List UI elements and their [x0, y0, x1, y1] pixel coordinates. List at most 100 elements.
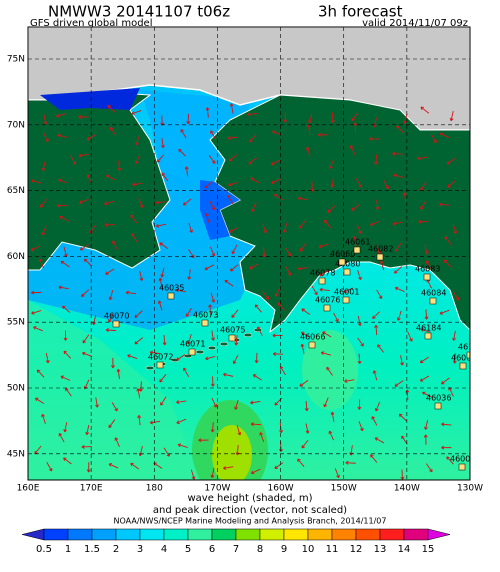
- colorbar-label: 11: [326, 544, 339, 555]
- direction-vector: [178, 148, 187, 157]
- direction-vector: [351, 112, 359, 121]
- direction-vector: [116, 368, 121, 380]
- direction-vector: [95, 397, 99, 408]
- direction-vector: [58, 285, 69, 290]
- colorbar-label: 1: [65, 544, 71, 555]
- direction-vector: [43, 132, 49, 143]
- direction-vector: [299, 242, 307, 252]
- direction-vector: [305, 423, 310, 434]
- direction-vector: [104, 222, 115, 227]
- direction-vector: [41, 160, 46, 171]
- direction-vector: [372, 311, 381, 319]
- direction-vector: [419, 356, 429, 364]
- direction-vector: [86, 134, 96, 141]
- direction-vector: [300, 343, 305, 354]
- colorbar-label: 2: [113, 544, 119, 555]
- direction-vector: [137, 415, 142, 426]
- colorbar-segment: [67, 528, 93, 541]
- colorbar-segment: [379, 528, 405, 541]
- lon-label: 160W: [268, 484, 294, 494]
- high-wave-core: [212, 425, 252, 480]
- island: [207, 345, 217, 351]
- colorbar-segment: [235, 528, 261, 541]
- direction-vector: [223, 372, 234, 377]
- direction-vector: [329, 158, 335, 169]
- direction-vector: [446, 157, 456, 165]
- direction-vector: [108, 463, 119, 469]
- lon-label: 160E: [17, 484, 40, 494]
- lon-label: 170W: [204, 484, 230, 494]
- buoys: 46035 46070 46073 46071 46072 46075 46066 46076…: [104, 238, 470, 471]
- direction-vector: [443, 259, 452, 268]
- lat-label: 50N: [7, 384, 25, 394]
- direction-vector: [377, 344, 385, 353]
- direction-vector: [162, 335, 167, 346]
- lat-label: 75N: [7, 55, 25, 65]
- buoy-marker: [459, 362, 467, 370]
- direction-vector: [311, 285, 318, 296]
- direction-vector: [60, 375, 71, 381]
- colorbar-label: 1.5: [84, 544, 100, 555]
- direction-vector: [351, 204, 360, 211]
- direction-vector: [449, 110, 454, 122]
- direction-vector: [327, 205, 336, 213]
- direction-vector: [159, 242, 169, 250]
- direction-vector: [39, 199, 47, 208]
- direction-vector: [70, 155, 76, 165]
- direction-vector: [30, 245, 41, 252]
- direction-vector: [45, 352, 50, 364]
- direction-vector: [231, 244, 238, 255]
- direction-vector: [398, 413, 407, 422]
- direction-vector: [135, 154, 141, 164]
- colorbar-label: 14: [398, 544, 411, 555]
- buoy-label: 46184: [416, 324, 441, 333]
- model-label: GFS driven global model: [30, 18, 153, 29]
- direction-vector: [318, 243, 329, 249]
- buoy-marker: [156, 361, 164, 369]
- colorbar-segment: [403, 528, 429, 541]
- buoy-marker: [201, 319, 209, 327]
- colorbar-right-arrow: [427, 528, 451, 541]
- direction-vector: [114, 437, 120, 447]
- buoy-label: 46075: [220, 326, 245, 335]
- colorbar-segment: [187, 528, 213, 541]
- buoy-marker: [112, 320, 120, 328]
- direction-vector: [319, 269, 329, 277]
- direction-vector: [297, 266, 309, 271]
- lat-label: 60N: [7, 252, 25, 262]
- direction-vector: [376, 289, 383, 300]
- direction-vector: [134, 310, 143, 318]
- direction-vector: [328, 430, 334, 441]
- colorbar-segment: [163, 528, 189, 541]
- direction-vector: [424, 309, 429, 320]
- direction-vector: [43, 114, 48, 125]
- direction-vector: [358, 421, 364, 432]
- direction-vector: [248, 157, 258, 165]
- direction-vector: [190, 469, 196, 480]
- direction-vector: [357, 399, 362, 410]
- valid-label: valid 2014/11/07 09z: [362, 18, 468, 29]
- direction-vector: [107, 105, 116, 113]
- direction-vector: [229, 103, 234, 114]
- direction-vector: [447, 180, 456, 188]
- direction-vector: [394, 266, 403, 274]
- direction-vector: [273, 194, 283, 201]
- direction-vector: [396, 310, 402, 321]
- direction-vector: [125, 290, 137, 295]
- direction-vector: [157, 300, 163, 311]
- direction-vector: [78, 153, 89, 158]
- buoy-label: 46001: [334, 288, 359, 297]
- buoy-label: 46084: [421, 289, 446, 298]
- direction-vector: [139, 270, 144, 281]
- direction-vector: [420, 106, 430, 114]
- buoy-label: 46082: [368, 245, 393, 254]
- buoy-label: 46072: [148, 353, 173, 362]
- colorbar-label: 4: [161, 544, 167, 555]
- direction-vector: [308, 113, 313, 124]
- direction-vector: [227, 194, 234, 205]
- direction-vector: [228, 154, 238, 162]
- buoy-label: 46070: [104, 312, 129, 321]
- lat-label: 65N: [7, 186, 25, 196]
- direction-vector: [394, 242, 402, 252]
- direction-vector: [223, 466, 234, 470]
